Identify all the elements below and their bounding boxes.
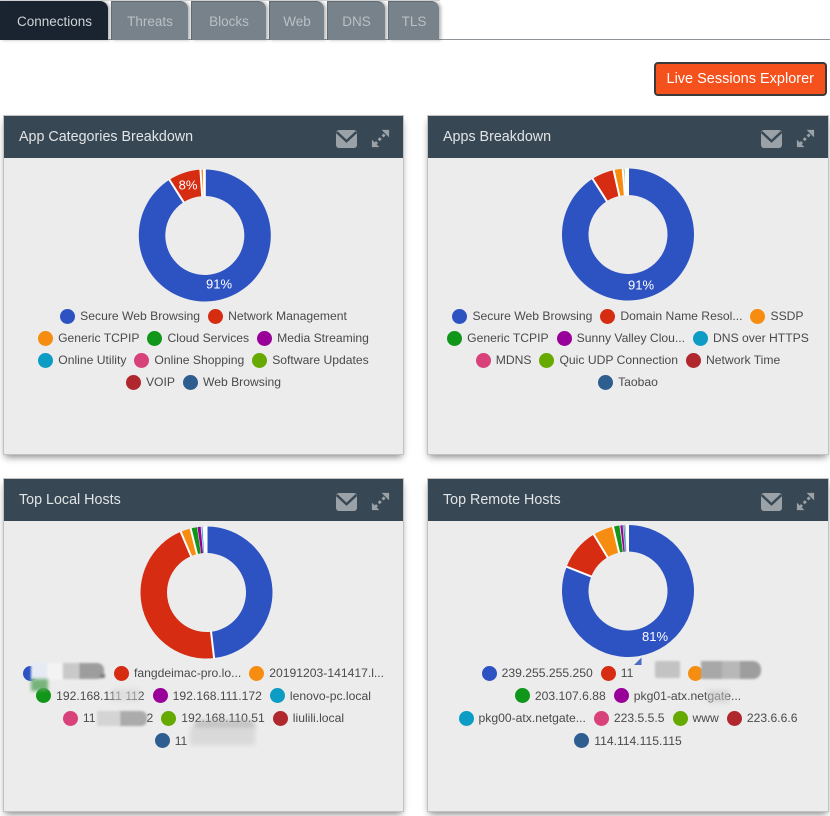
svg-text:91%: 91% xyxy=(628,278,654,293)
svg-text:91%: 91% xyxy=(206,277,232,292)
svg-text:81%: 81% xyxy=(642,629,668,644)
svg-text:8%: 8% xyxy=(179,178,198,193)
